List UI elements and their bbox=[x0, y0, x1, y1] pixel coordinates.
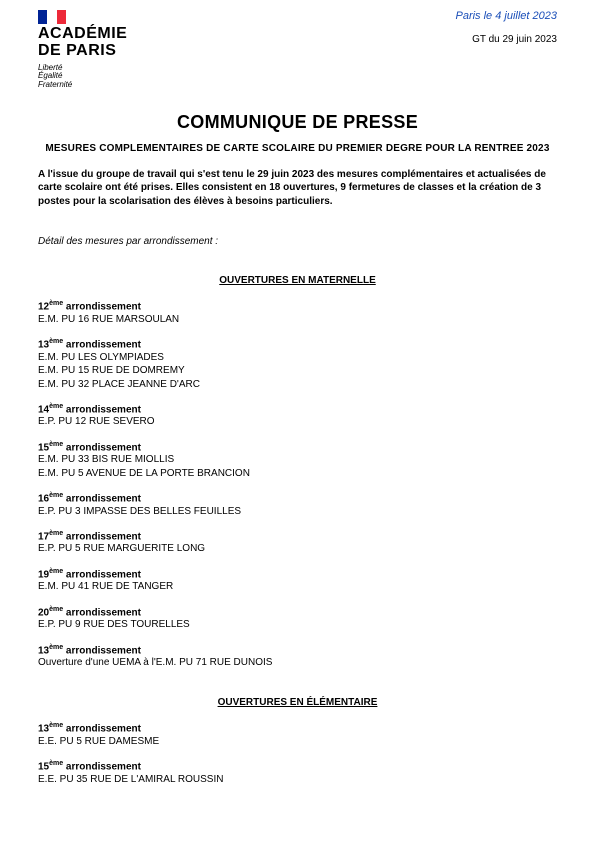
french-flag-icon bbox=[38, 10, 66, 24]
arr-heading: 15ème arrondissement bbox=[38, 760, 557, 772]
school-line: E.P. PU 5 RUE MARGUERITE LONG bbox=[38, 542, 557, 556]
school-line: E.M. PU 16 RUE MARSOULAN bbox=[38, 313, 557, 327]
school-line: E.M. PU 32 PLACE JEANNE D'ARC bbox=[38, 378, 557, 392]
arr-heading: 13ème arrondissement bbox=[38, 644, 557, 656]
arr-heading: 14ème arrondissement bbox=[38, 403, 557, 415]
logo-block: ACADÉMIE DE PARIS Liberté Égalité Frater… bbox=[38, 10, 127, 90]
date-location: Paris le 4 juillet 2023 bbox=[455, 10, 557, 22]
motto: Liberté Égalité Fraternité bbox=[38, 64, 127, 90]
document-subtitle: MESURES COMPLEMENTAIRES DE CARTE SCOLAIR… bbox=[38, 143, 557, 154]
school-line: E.E. PU 5 RUE DAMESME bbox=[38, 735, 557, 749]
arr-heading: 19ème arrondissement bbox=[38, 568, 557, 580]
arr-heading: 17ème arrondissement bbox=[38, 530, 557, 542]
intro-paragraph: A l'issue du groupe de travail qui s'est… bbox=[38, 168, 557, 209]
section-heading-elementaire: OUVERTURES EN ÉLÉMENTAIRE bbox=[38, 697, 557, 708]
motto-3: Fraternité bbox=[38, 81, 127, 90]
arr-heading: 15ème arrondissement bbox=[38, 441, 557, 453]
school-line: E.M. PU 5 AVENUE DE LA PORTE BRANCION bbox=[38, 467, 557, 481]
arr-heading: 12ème arrondissement bbox=[38, 300, 557, 312]
school-line: E.M. PU 33 BIS RUE MIOLLIS bbox=[38, 453, 557, 467]
gt-date: GT du 29 juin 2023 bbox=[455, 34, 557, 45]
arr-heading: 16ème arrondissement bbox=[38, 492, 557, 504]
school-line: E.P. PU 3 IMPASSE DES BELLES FEUILLES bbox=[38, 505, 557, 519]
school-line: E.M. PU 15 RUE DE DOMREMY bbox=[38, 364, 557, 378]
academy-name-1: ACADÉMIE bbox=[38, 26, 127, 43]
detail-intro: Détail des mesures par arrondissement : bbox=[38, 236, 557, 247]
school-line: E.M. PU 41 RUE DE TANGER bbox=[38, 580, 557, 594]
school-line: Ouverture d'une UEMA à l'E.M. PU 71 RUE … bbox=[38, 656, 557, 670]
school-line: E.E. PU 35 RUE DE L'AMIRAL ROUSSIN bbox=[38, 773, 557, 787]
academy-name-2: DE PARIS bbox=[38, 43, 127, 60]
arr-heading: 13ème arrondissement bbox=[38, 722, 557, 734]
school-line: E.P. PU 12 RUE SEVERO bbox=[38, 415, 557, 429]
document-title: COMMUNIQUE DE PRESSE bbox=[38, 112, 557, 133]
school-line: E.P. PU 9 RUE DES TOURELLES bbox=[38, 618, 557, 632]
arr-heading: 20ème arrondissement bbox=[38, 606, 557, 618]
arr-heading: 13ème arrondissement bbox=[38, 338, 557, 350]
header-right: Paris le 4 juillet 2023 GT du 29 juin 20… bbox=[455, 10, 557, 90]
school-line: E.M. PU LES OLYMPIADES bbox=[38, 351, 557, 365]
section-heading-maternelle: OUVERTURES EN MATERNELLE bbox=[38, 275, 557, 286]
